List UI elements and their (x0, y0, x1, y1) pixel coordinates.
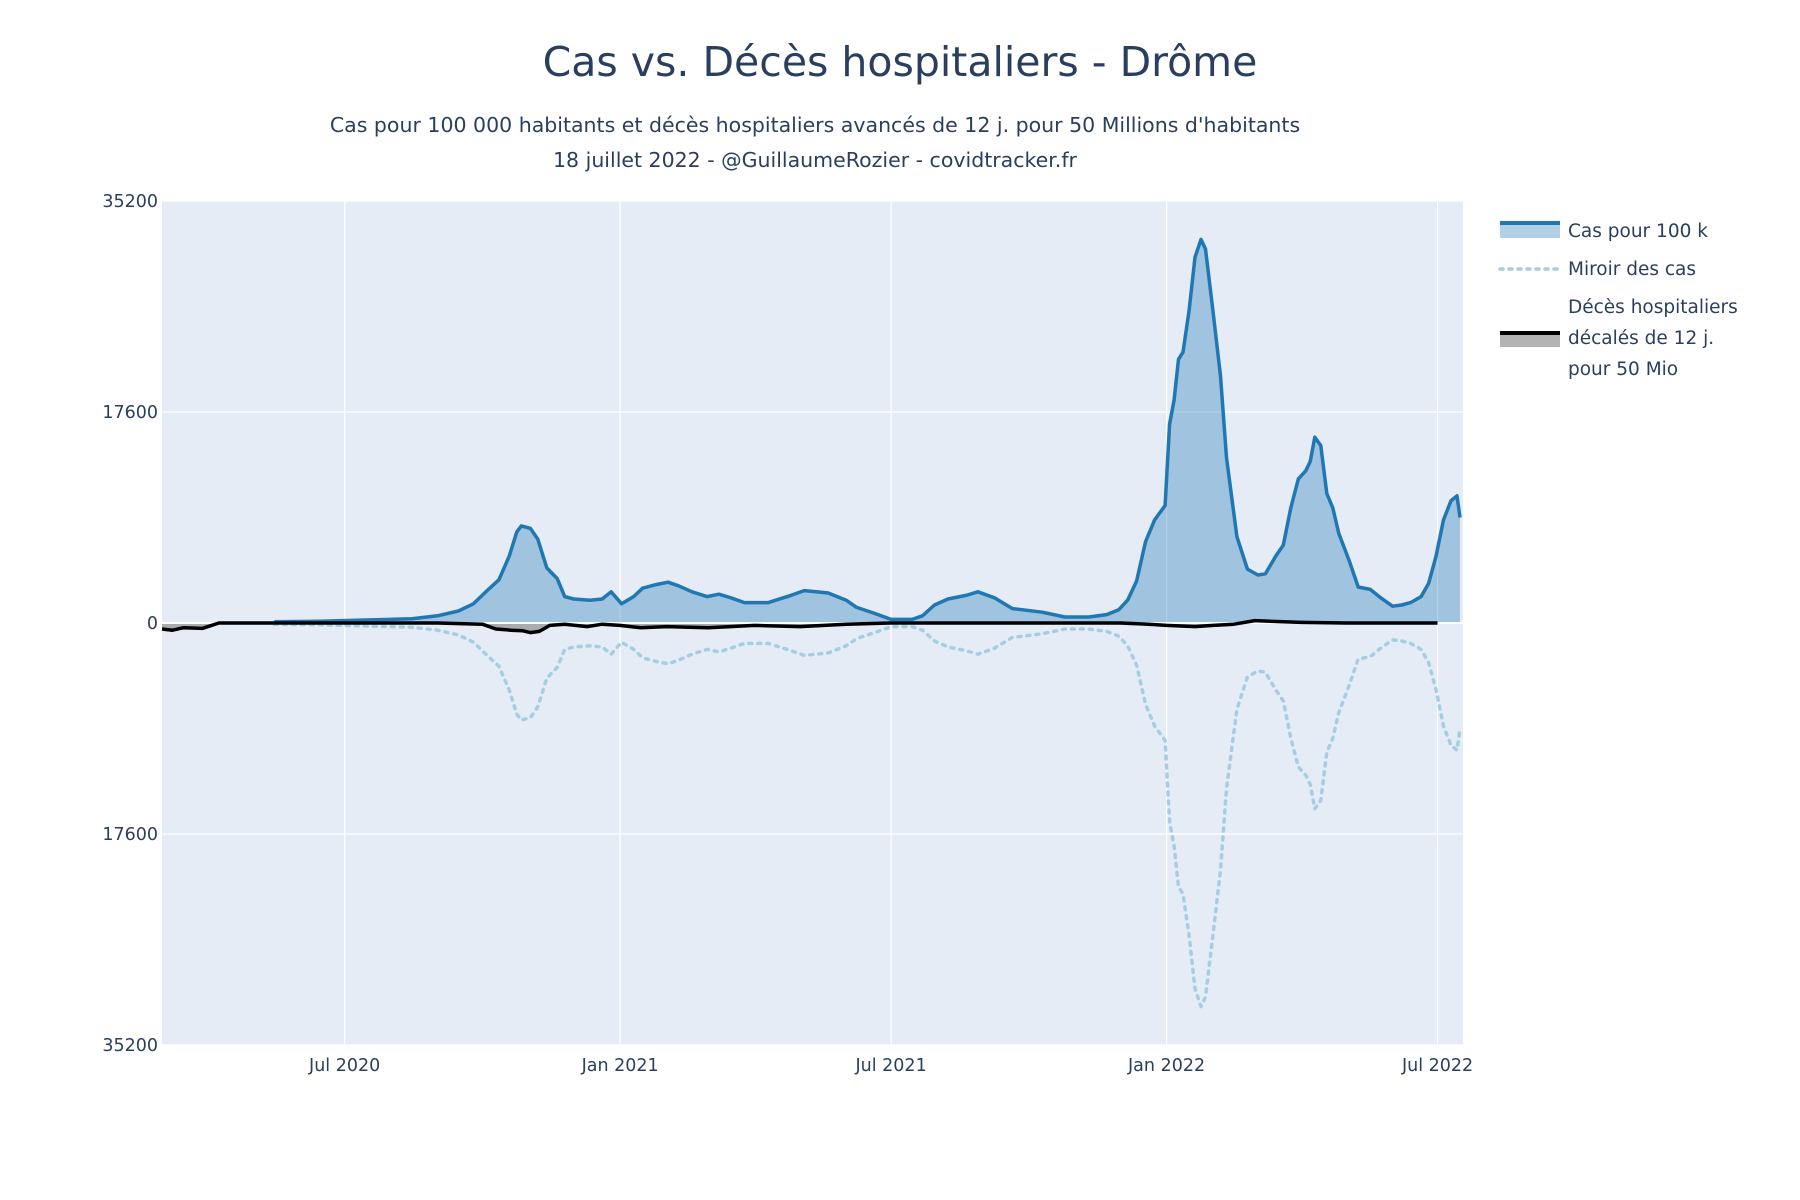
x-tick-label: Jan 2021 (581, 1056, 659, 1076)
y-tick-label: 35200 (102, 1036, 158, 1056)
x-tick-label: Jan 2022 (1127, 1056, 1205, 1076)
chart-subtitle-line2: 18 juillet 2022 - @GuillaumeRozier - cov… (553, 148, 1078, 172)
chart-title: Cas vs. Décès hospitaliers - Drôme (543, 38, 1258, 86)
legend-swatch-deaths-fill (1500, 333, 1560, 347)
y-tick-label: 17600 (102, 825, 158, 845)
chart-subtitle-line1: Cas pour 100 000 habitants et décès hosp… (330, 113, 1300, 137)
cases-line (274, 237, 1462, 624)
y-tick-label: 0 (147, 614, 158, 634)
legend-swatch-cases-fill (1500, 222, 1560, 238)
legend-label-deaths: pour 50 Mio (1568, 359, 1678, 380)
y-tick-label: 35200 (102, 192, 158, 212)
legend-label-deaths: décalés de 12 j. (1568, 328, 1714, 349)
legend[interactable]: Cas pour 100 k Miroir des cas Décès hospit… (1498, 221, 1738, 380)
x-tick-label: Jul 2020 (308, 1056, 380, 1076)
legend-label-mirror: Miroir des cas (1568, 259, 1696, 280)
x-axis: Jul 2020 Jan 2021 Jul 2021 Jan 2022 Jul 2022 (308, 1056, 1473, 1076)
y-axis: 35200 17600 0 17600 35200 (102, 192, 158, 1056)
y-tick-label: 17600 (102, 403, 158, 423)
x-tick-label: Jul 2021 (854, 1056, 926, 1076)
legend-label-deaths: Décès hospitaliers (1568, 297, 1738, 318)
mirror-line (272, 622, 1462, 1009)
x-tick-label: Jul 2022 (1401, 1056, 1473, 1076)
deaths-line (161, 618, 1438, 635)
plot-series (161, 237, 1463, 1009)
legend-label-cases: Cas pour 100 k (1568, 221, 1708, 242)
cases-area (274, 239, 1460, 623)
